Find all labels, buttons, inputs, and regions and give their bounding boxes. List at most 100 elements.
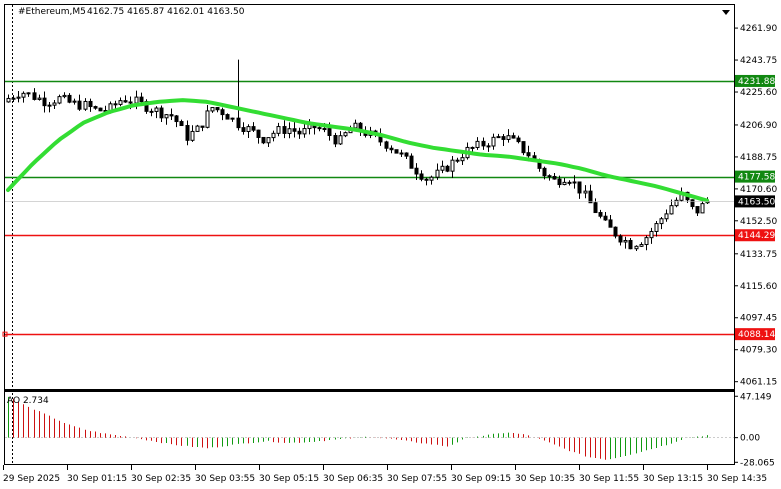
- y-tick-label: 4061.15: [740, 378, 777, 388]
- candle-body: [6, 97, 11, 103]
- candle-body: [251, 126, 256, 131]
- candle-body: [26, 92, 31, 95]
- candle-body: [542, 167, 547, 177]
- candle-body: [414, 167, 419, 175]
- candle-body: [501, 136, 506, 140]
- candle-body: [246, 126, 251, 133]
- candle-body: [123, 100, 128, 103]
- x-tick-label: 30 Sep 06:35: [323, 474, 383, 484]
- current-price-tag: [735, 195, 775, 208]
- candle-body: [547, 175, 552, 178]
- y-tick-label: 4261.90: [740, 24, 777, 34]
- candle-body: [16, 96, 21, 99]
- candle-body: [664, 213, 669, 220]
- scroll-up-arrow-icon[interactable]: [722, 10, 730, 15]
- current-price-label: 4163.50: [738, 197, 775, 207]
- candle-body: [404, 152, 409, 157]
- candle-body: [603, 215, 608, 221]
- candle-body: [511, 135, 516, 139]
- candle-body: [266, 137, 271, 144]
- candle-body: [62, 94, 67, 98]
- candle-body: [205, 110, 210, 128]
- candle-body: [644, 237, 649, 246]
- candle-body: [654, 223, 659, 232]
- candle-body: [77, 100, 82, 110]
- candle-body: [470, 146, 475, 149]
- candle-body: [491, 136, 496, 147]
- candle-body: [343, 132, 348, 137]
- candle-body: [700, 203, 705, 214]
- candle-body: [557, 178, 562, 186]
- candle-body: [287, 128, 292, 134]
- candle-body: [128, 101, 133, 104]
- candle-body: [42, 97, 47, 107]
- candle-body: [200, 125, 205, 128]
- candle-body: [241, 127, 246, 133]
- candle-body: [32, 92, 37, 100]
- candle-body: [302, 128, 307, 135]
- y-tick-label: 4188.75: [740, 153, 777, 163]
- candle-body: [690, 199, 695, 208]
- candle-body: [169, 114, 174, 117]
- candle-body: [419, 173, 424, 180]
- candle-body: [567, 181, 572, 184]
- y-tick-label: 4152.50: [740, 217, 777, 227]
- candle-body: [154, 107, 159, 112]
- candle-body: [384, 141, 389, 149]
- candle-body: [88, 100, 93, 108]
- candle-body: [21, 92, 26, 98]
- candle-body: [230, 117, 235, 120]
- candle-body: [634, 245, 639, 250]
- candle-body: [516, 137, 521, 143]
- candle-body: [588, 190, 593, 204]
- x-tick-label: 30 Sep 03:55: [195, 474, 255, 484]
- candle-body: [475, 140, 480, 148]
- candle-body: [506, 135, 511, 140]
- candle-body: [649, 230, 654, 239]
- ao-y-tick-label: 47.149: [740, 392, 772, 402]
- y-tick-label: 4243.75: [740, 56, 777, 66]
- candle-body: [297, 130, 302, 135]
- candle-body: [577, 181, 582, 194]
- x-tick-label: 30 Sep 02:35: [131, 474, 191, 484]
- candle-body: [593, 202, 598, 214]
- candle-body: [598, 212, 603, 217]
- candle-body: [409, 155, 414, 169]
- candle-body: [72, 100, 77, 103]
- ohlc-readout: 4162.75 4165.87 4162.01 4163.50: [87, 7, 245, 17]
- y-tick-label: 4115.60: [740, 282, 777, 292]
- candle-body: [450, 159, 455, 172]
- candle-body: [93, 106, 98, 109]
- x-tick-label: 30 Sep 09:15: [451, 474, 511, 484]
- candle-body: [261, 136, 266, 144]
- candle-body: [399, 152, 404, 155]
- level-tag-label: 4177.58: [738, 173, 775, 183]
- candle-body: [623, 239, 628, 243]
- candle-body: [526, 152, 531, 157]
- candle-body: [572, 181, 577, 184]
- y-tick-label: 4079.30: [740, 346, 777, 356]
- candle-body: [225, 114, 230, 120]
- price-panel-frame: [4, 4, 735, 390]
- candle-body: [164, 114, 169, 119]
- candle-body: [118, 100, 123, 105]
- candle-body: [159, 107, 164, 119]
- candle-body: [57, 96, 62, 104]
- candle-body: [460, 157, 465, 162]
- candle-body: [185, 125, 190, 141]
- candle-body: [613, 226, 618, 237]
- candle-body: [195, 125, 200, 132]
- candle-body: [149, 110, 154, 113]
- y-tick-label: 4225.60: [740, 88, 777, 98]
- candle-body: [496, 136, 501, 139]
- candle-body: [429, 176, 434, 181]
- candle-body: [455, 159, 460, 162]
- candle-body: [669, 205, 674, 215]
- candle-body: [139, 96, 144, 103]
- candle-body: [236, 117, 241, 129]
- y-tick-label: 4097.45: [740, 314, 777, 324]
- candle-body: [424, 178, 429, 181]
- level-anchor-marker: [2, 331, 8, 337]
- candle-body: [521, 141, 526, 154]
